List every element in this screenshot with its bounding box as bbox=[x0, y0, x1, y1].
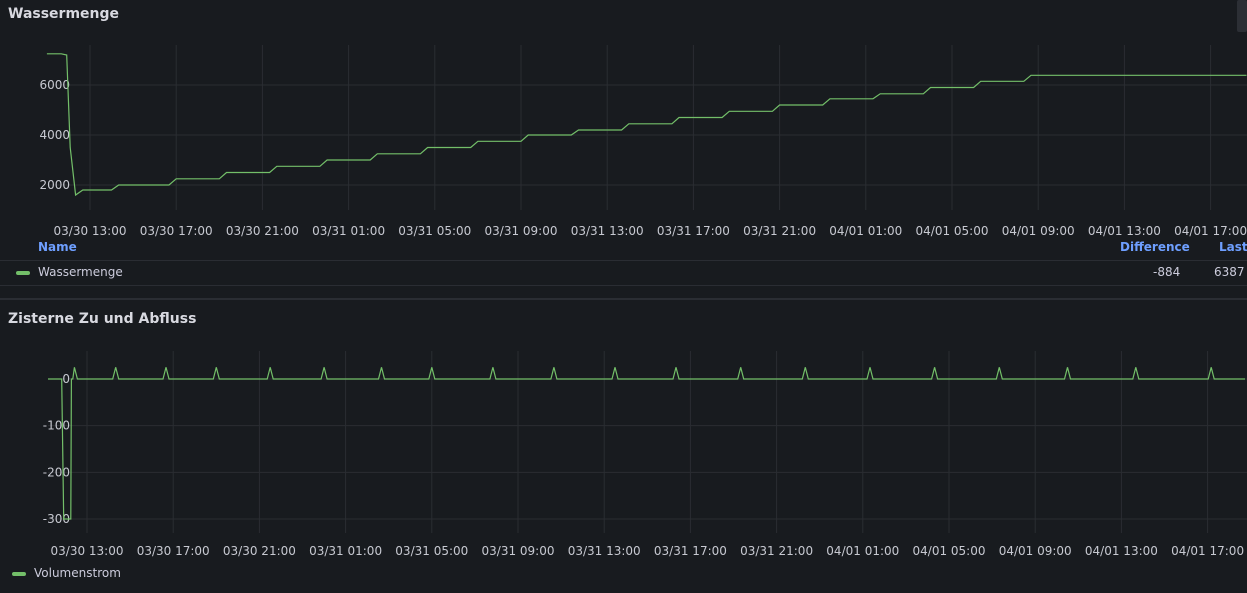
series-line-volumenstrom[interactable] bbox=[48, 367, 1245, 520]
chart-wassermenge[interactable]: 03/30 13:00 03/30 17:00 03/30 21:00 03/31 0… bbox=[0, 0, 1247, 240]
x-tick-label: 03/31 21:00 bbox=[743, 224, 816, 238]
series-color-swatch[interactable] bbox=[12, 572, 26, 576]
y-tick-label: 4000 bbox=[39, 128, 70, 142]
scrollbar-thumb[interactable] bbox=[1237, 0, 1247, 32]
x-tick-label: 03/31 21:00 bbox=[740, 544, 813, 558]
x-tick-label: 04/01 05:00 bbox=[916, 224, 989, 238]
x-tick-label: 03/31 09:00 bbox=[482, 544, 555, 558]
legend-row[interactable]: Wassermenge -884 6387 bbox=[0, 260, 1247, 286]
x-tick-label: 03/31 05:00 bbox=[398, 224, 471, 238]
panel-divider bbox=[0, 298, 1247, 300]
y-tick-label: -100 bbox=[43, 419, 70, 433]
y-tick-label: 0 bbox=[62, 372, 70, 386]
legend-last-value: 6387 bbox=[1214, 265, 1245, 279]
x-tick-label: 04/01 13:00 bbox=[1085, 544, 1158, 558]
legend-col-difference[interactable]: Difference bbox=[1120, 240, 1190, 254]
series-color-swatch[interactable] bbox=[16, 271, 30, 275]
x-tick-label: 03/30 13:00 bbox=[54, 224, 127, 238]
panel-title[interactable]: Wassermenge bbox=[8, 6, 120, 22]
x-tick-label: 04/01 09:00 bbox=[1002, 224, 1075, 238]
x-tick-label: 03/30 21:00 bbox=[226, 224, 299, 238]
x-tick-label: 03/30 21:00 bbox=[223, 544, 296, 558]
y-tick-label: 2000 bbox=[39, 178, 70, 192]
x-tick-label: 04/01 05:00 bbox=[913, 544, 986, 558]
x-tick-label: 03/31 17:00 bbox=[654, 544, 727, 558]
x-tick-label: 03/30 13:00 bbox=[51, 544, 124, 558]
y-tick-label: -200 bbox=[43, 465, 70, 479]
panel-zisterne: Zisterne Zu und Abfluss 03/30 13:00 03/30… bbox=[0, 303, 1247, 593]
panel-title[interactable]: Zisterne Zu und Abfluss bbox=[8, 311, 197, 327]
y-tick-label: 6000 bbox=[39, 78, 70, 92]
x-tick-label: 04/01 13:00 bbox=[1088, 224, 1161, 238]
x-tick-label: 04/01 17:00 bbox=[1174, 224, 1247, 238]
x-tick-label: 03/31 17:00 bbox=[657, 224, 730, 238]
x-tick-label: 03/31 05:00 bbox=[395, 544, 468, 558]
legend-col-last[interactable]: Last bbox=[1219, 240, 1247, 254]
x-tick-label: 03/31 13:00 bbox=[568, 544, 641, 558]
panel-wassermenge: Wassermenge 03/30 13:00 03/30 17:00 03/30 … bbox=[0, 0, 1247, 286]
x-tick-label: 04/01 01:00 bbox=[829, 224, 902, 238]
legend-col-name[interactable]: Name bbox=[38, 240, 77, 254]
x-tick-label: 03/30 17:00 bbox=[140, 224, 213, 238]
x-tick-label: 04/01 01:00 bbox=[826, 544, 899, 558]
x-tick-label: 04/01 17:00 bbox=[1171, 544, 1244, 558]
legend-difference-value: -884 bbox=[1153, 265, 1181, 279]
x-tick-label: 03/31 13:00 bbox=[571, 224, 644, 238]
x-tick-label: 03/30 17:00 bbox=[137, 544, 210, 558]
series-line-wassermenge[interactable] bbox=[46, 53, 1247, 197]
x-tick-label: 03/31 01:00 bbox=[309, 544, 382, 558]
x-tick-label: 03/31 09:00 bbox=[485, 224, 558, 238]
x-tick-label: 03/31 01:00 bbox=[312, 224, 385, 238]
legend-series-name[interactable]: Wassermenge bbox=[38, 265, 123, 279]
legend-series-name[interactable]: Volumenstrom bbox=[34, 566, 121, 580]
legend-header: Name Difference Last bbox=[0, 238, 1247, 258]
x-tick-label: 04/01 09:00 bbox=[999, 544, 1072, 558]
chart-volumenstrom[interactable]: 03/30 13:00 03/30 17:00 03/30 21:00 03/31 0… bbox=[0, 303, 1247, 563]
